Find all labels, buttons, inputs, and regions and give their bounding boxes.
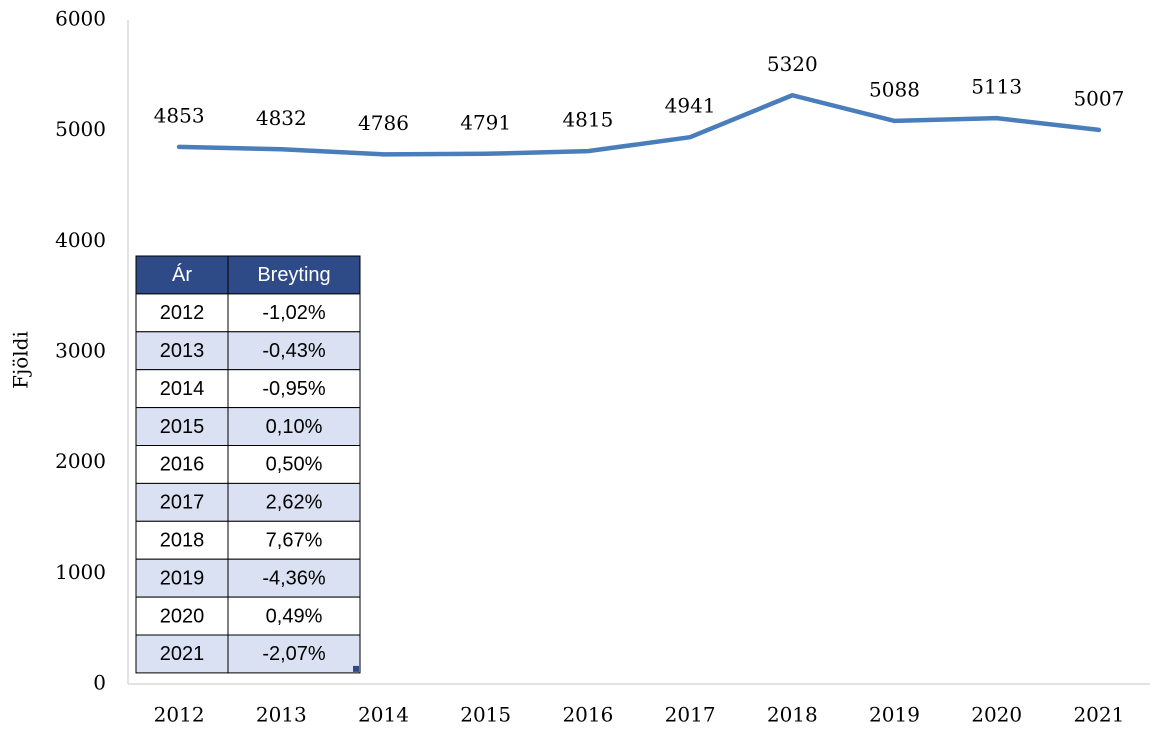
table-cell-text: -4,36% [262, 567, 326, 589]
x-tick-label: 2014 [358, 703, 409, 727]
data-label: 4853 [154, 103, 205, 127]
x-tick-label: 2016 [562, 703, 613, 727]
table-header-cell [135, 255, 229, 295]
table-cell-text-cell [227, 520, 361, 560]
y-axis-label: Fjöldi [9, 331, 33, 389]
data-label: 4832 [256, 106, 307, 130]
table-cell-text-cell [227, 596, 361, 636]
table-cell-text-cell [135, 558, 229, 598]
table-cell-text: 2,62% [266, 492, 323, 514]
table-header-cell [227, 255, 361, 295]
data-label: 4815 [562, 108, 613, 132]
table-cell-text: 2016 [160, 454, 205, 476]
table-header: Breyting [257, 264, 330, 286]
data-label: 4941 [665, 94, 716, 118]
table-header: Ár [172, 263, 192, 286]
table-cell-text: 0,49% [266, 605, 323, 627]
table-cell-text: -0,95% [262, 378, 326, 400]
table-cell-text-cell [227, 558, 361, 598]
x-tick-label: 2020 [971, 703, 1022, 727]
table-cell-text: 2021 [160, 643, 205, 665]
x-tick-label: 2018 [767, 703, 818, 727]
y-tick-label: 5000 [55, 117, 106, 141]
data-label: 5088 [869, 77, 920, 101]
y-tick-label: 4000 [55, 228, 106, 252]
y-tick-label: 2000 [55, 449, 106, 473]
table-cell-text-cell [135, 369, 229, 409]
x-tick-label: 2019 [869, 703, 920, 727]
table-cell-text-cell [135, 520, 229, 560]
table-cell-text-cell [227, 331, 361, 371]
table-cell-text-cell [227, 445, 361, 484]
table-cell-text: 2012 [160, 302, 205, 324]
data-label: 5320 [767, 52, 818, 76]
table-cell-text: 2017 [160, 492, 205, 514]
data-label: 5113 [971, 75, 1022, 99]
x-tick-label: 2013 [256, 703, 307, 727]
table-cell-text: -0,43% [262, 340, 326, 362]
table-cell-text-cell [135, 634, 229, 674]
table-cell-text: 7,67% [266, 530, 323, 552]
line [176, 93, 1102, 157]
data-label: 4791 [460, 110, 511, 134]
y-tick-label: 0 [93, 671, 106, 695]
y-tick-label: 6000 [55, 7, 106, 31]
table-cell-text: 2020 [160, 605, 205, 627]
data-label: 4786 [358, 111, 409, 135]
x-tick-label: 2021 [1073, 703, 1124, 727]
table-cell-text: 2018 [160, 530, 205, 552]
y-tick-label: 1000 [55, 560, 106, 584]
table-cell-text: -1,02% [262, 302, 326, 324]
table-cell-text: 2019 [160, 567, 205, 589]
table-cell-text: 0,50% [266, 454, 323, 476]
table-cell-text: 2013 [160, 340, 205, 362]
table-cell-text-cell [227, 482, 361, 522]
table-cell-text-cell [135, 293, 229, 333]
data-label: 5007 [1073, 86, 1124, 110]
x-tick-label: 2012 [154, 703, 205, 727]
table-cell-text: 2015 [160, 416, 205, 438]
resize-handle [353, 665, 359, 672]
table-cell-text: 0,10% [266, 416, 323, 438]
x-tick-label: 2015 [460, 703, 511, 727]
y-tick-label: 3000 [55, 339, 106, 363]
table-cell-text: 2014 [160, 378, 205, 400]
x-tick-label: 2017 [665, 703, 716, 727]
table-cell-text: -2,07% [262, 643, 326, 665]
table-cell-text-cell [135, 445, 229, 484]
table-cell-text-cell [227, 634, 361, 674]
table-cell-text-cell [227, 293, 361, 333]
